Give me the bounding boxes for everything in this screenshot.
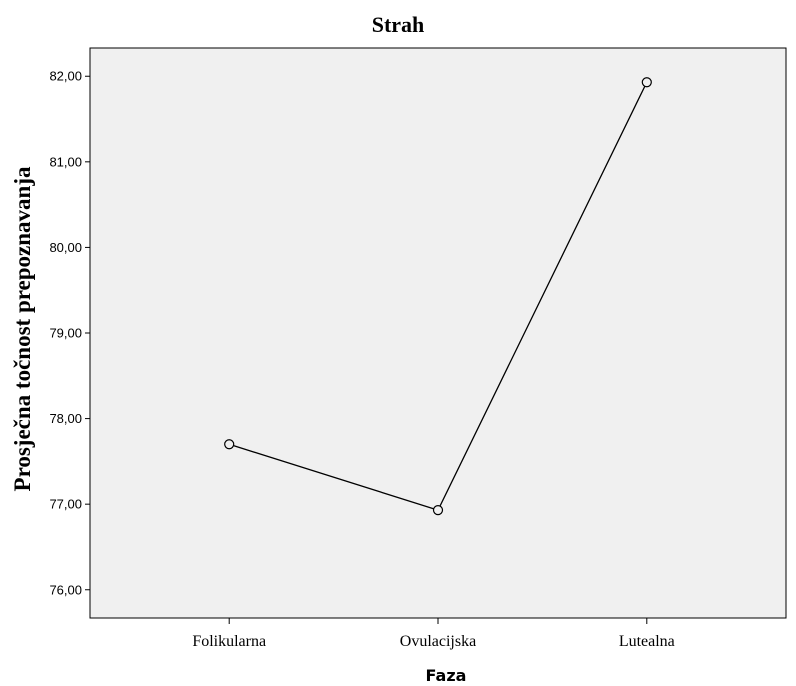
plot-area <box>89 47 787 619</box>
x-axis: Folikularna Ovulacijska Lutealna <box>192 618 675 650</box>
chart-title: Strah <box>372 12 425 37</box>
y-axis-label: Prosječna točnost prepoznavanja <box>10 166 35 491</box>
x-axis-label: Faza <box>426 666 467 685</box>
y-tick-label: 80,00 <box>49 240 82 255</box>
y-tick-label: 77,00 <box>49 497 82 512</box>
series-layer <box>224 77 652 516</box>
data-point <box>224 439 235 450</box>
y-tick-label: 79,00 <box>49 326 82 341</box>
x-tick-label: Lutealna <box>619 633 675 650</box>
y-tick-label: 78,00 <box>49 411 82 426</box>
data-point <box>432 505 444 516</box>
y-tick-label: 81,00 <box>49 154 82 169</box>
x-tick-label: Folikularna <box>192 633 266 650</box>
y-axis: 76,00 77,00 78,00 79,00 80,00 81,00 82,00 <box>49 69 90 597</box>
y-tick-label: 76,00 <box>49 582 82 597</box>
x-tick-label: Ovulacijska <box>400 633 476 650</box>
y-tick-label: 82,00 <box>49 69 82 84</box>
data-point <box>641 77 652 88</box>
